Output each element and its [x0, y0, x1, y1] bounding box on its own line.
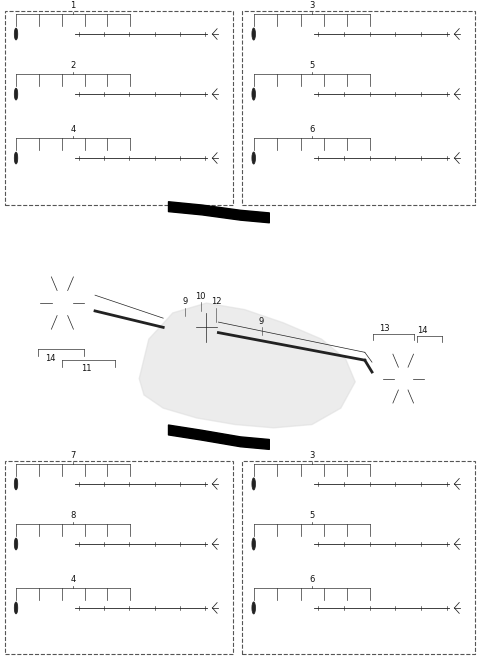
Bar — [5, 461, 233, 654]
Ellipse shape — [252, 478, 255, 490]
Ellipse shape — [14, 88, 18, 100]
Ellipse shape — [14, 538, 18, 550]
Text: 5: 5 — [310, 61, 315, 71]
Text: 12: 12 — [211, 297, 221, 306]
Ellipse shape — [14, 28, 18, 40]
Text: 1: 1 — [71, 1, 76, 11]
Bar — [5, 11, 233, 204]
Text: 14: 14 — [417, 326, 428, 334]
Text: 4: 4 — [71, 126, 76, 134]
Ellipse shape — [14, 478, 18, 490]
Ellipse shape — [252, 152, 255, 164]
Text: 3: 3 — [310, 451, 315, 460]
Bar — [242, 11, 475, 204]
Text: 6: 6 — [310, 126, 315, 134]
Text: 3: 3 — [310, 1, 315, 11]
Text: 7: 7 — [71, 451, 76, 460]
Ellipse shape — [14, 152, 18, 164]
Text: 9: 9 — [182, 297, 187, 306]
Ellipse shape — [252, 28, 255, 40]
Ellipse shape — [14, 602, 18, 614]
Text: 13: 13 — [379, 324, 389, 332]
Text: 9: 9 — [259, 317, 264, 326]
Text: 14: 14 — [45, 354, 56, 363]
Ellipse shape — [252, 88, 255, 100]
Ellipse shape — [252, 538, 255, 550]
Text: 5: 5 — [310, 512, 315, 520]
Text: 10: 10 — [195, 292, 206, 301]
Polygon shape — [139, 303, 355, 428]
Text: 6: 6 — [310, 575, 315, 584]
Text: 11: 11 — [81, 364, 92, 373]
Ellipse shape — [252, 602, 255, 614]
Bar — [242, 461, 475, 654]
Text: 2: 2 — [71, 61, 76, 71]
Text: 8: 8 — [71, 512, 76, 520]
Text: 4: 4 — [71, 575, 76, 584]
